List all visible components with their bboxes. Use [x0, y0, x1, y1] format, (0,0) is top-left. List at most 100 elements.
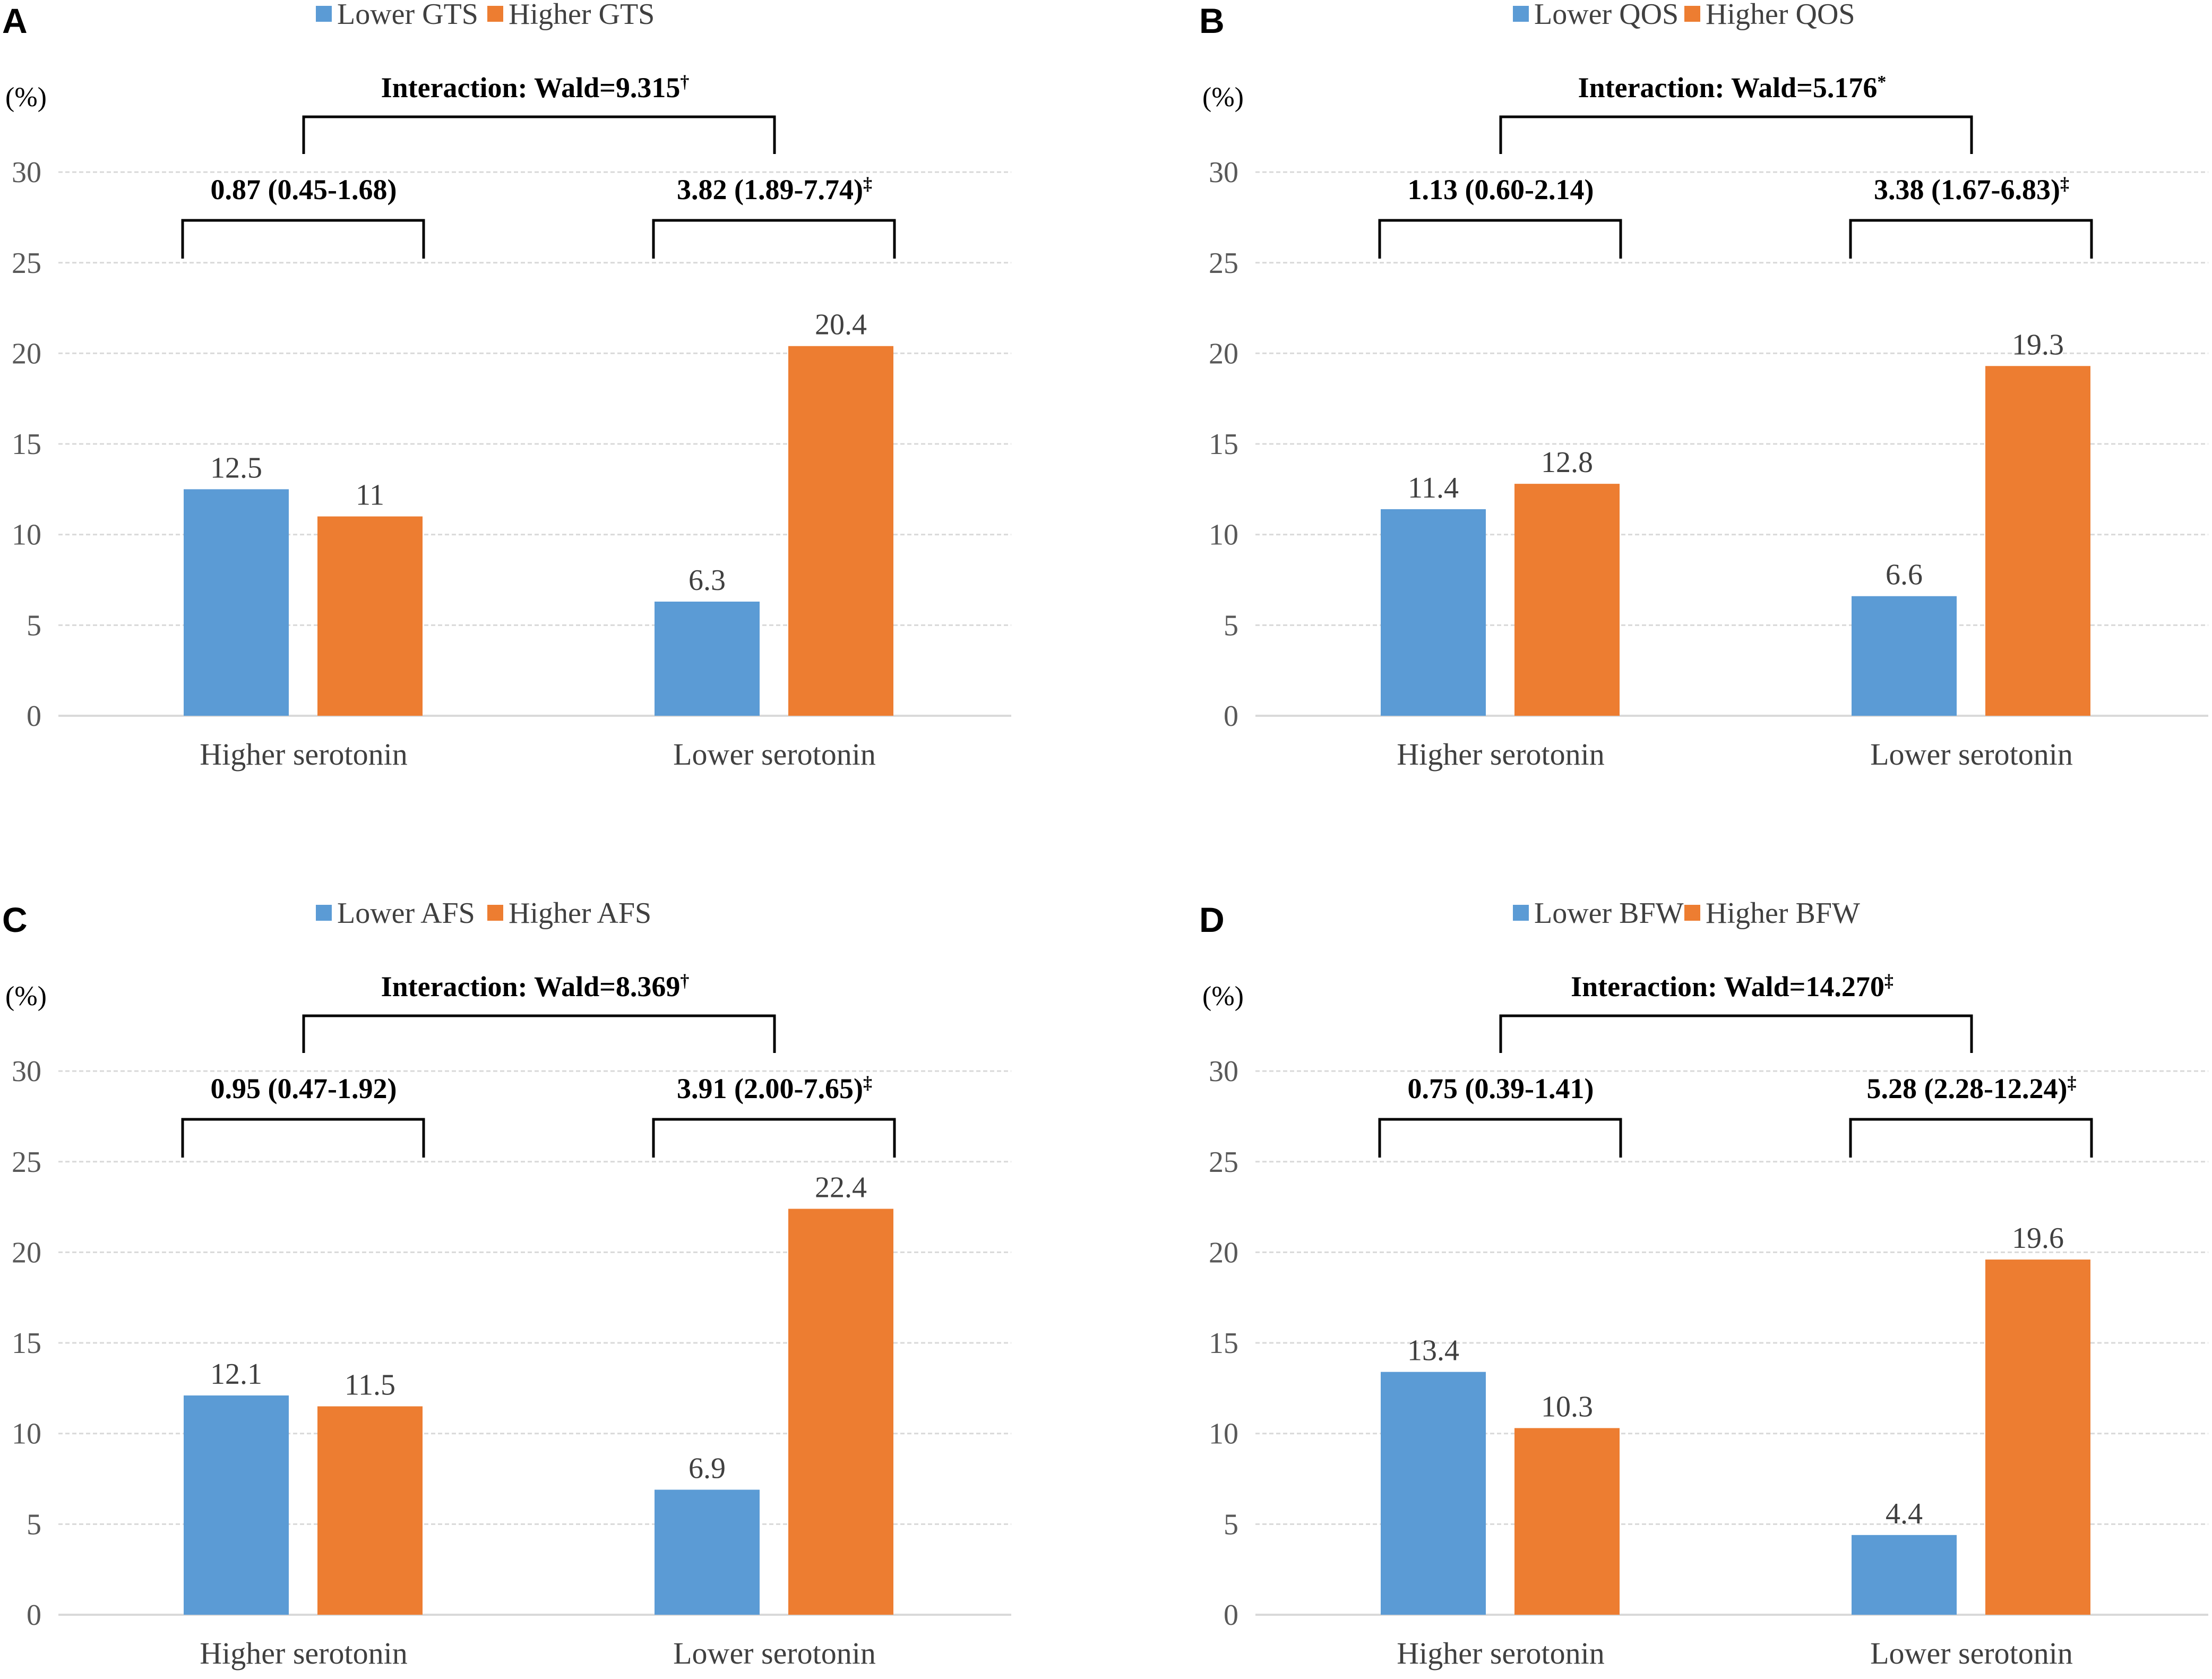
group-bracket [1378, 1118, 1622, 1158]
y-tick-label: 30 [1209, 156, 1238, 189]
bar-higher [788, 346, 893, 716]
y-axis-label: (%) [5, 981, 47, 1012]
bar-lower [1381, 509, 1486, 716]
data-label: 13.4 [1407, 1334, 1459, 1367]
y-tick-label: 30 [12, 156, 41, 189]
bar-higher [788, 1209, 893, 1615]
y-tick-label: 20 [12, 337, 41, 370]
legend-label-higher: Higher QOS [1706, 0, 1855, 31]
group-bracket [181, 219, 425, 259]
data-label: 6.3 [688, 564, 726, 597]
data-label: 6.9 [688, 1452, 726, 1485]
y-tick-label: 10 [12, 1418, 41, 1451]
y-axis-label: (%) [1202, 82, 1244, 113]
y-tick-label: 25 [12, 1146, 41, 1179]
interaction-bracket [302, 115, 776, 154]
y-tick-label: 20 [1209, 337, 1238, 370]
y-tick-label: 15 [1209, 1327, 1238, 1360]
y-tick-label: 15 [12, 428, 41, 461]
bar-lower [184, 1395, 289, 1615]
panel-letter: B [1199, 1, 1225, 40]
y-tick-label: 0 [27, 700, 41, 733]
bar-higher [317, 516, 423, 716]
data-label: 20.4 [815, 309, 867, 341]
x-tick-label: Lower serotonin [673, 1636, 876, 1671]
y-tick-label: 20 [1209, 1236, 1238, 1269]
data-label: 11.5 [345, 1369, 395, 1402]
bar-higher [1514, 1428, 1620, 1615]
odds-ratio-label: 0.87 (0.45-1.68) [211, 174, 397, 205]
group-bracket [181, 1118, 425, 1158]
y-tick-label: 0 [1224, 1599, 1238, 1632]
data-label: 12.5 [210, 451, 262, 484]
interaction-label: Interaction: Wald=8.369† [381, 971, 690, 1003]
odds-ratio-label: 5.28 (2.28-12.24)‡ [1867, 1073, 2077, 1104]
legend-label-higher: Higher AFS [509, 897, 651, 930]
legend-label-higher: Higher GTS [509, 0, 655, 31]
x-tick-label: Higher serotonin [1397, 737, 1604, 772]
y-tick-label: 15 [12, 1327, 41, 1360]
legend-label-lower: Lower GTS [337, 0, 478, 31]
bar-lower [184, 489, 289, 716]
bar-lower [1852, 1535, 1957, 1615]
legend-label-lower: Lower BFW [1534, 897, 1684, 930]
legend-label-higher: Higher BFW [1706, 897, 1860, 930]
data-label: 10.3 [1541, 1390, 1593, 1423]
group-bracket [652, 219, 896, 259]
bar-higher [1985, 366, 2090, 716]
bar-lower [1381, 1372, 1486, 1615]
data-label: 11 [356, 479, 384, 512]
odds-ratio-label: 3.82 (1.89-7.74)‡ [677, 174, 872, 205]
panel-letter: C [2, 900, 28, 939]
panel-a: A 0 5 10 15 20 25 30 (%) Lower GTS Higher GTS Inter… [2, 0, 1011, 772]
data-label: 12.1 [210, 1358, 262, 1391]
legend-swatch-higher [487, 905, 503, 921]
x-tick-label: Lower serotonin [1870, 1636, 2073, 1671]
y-tick-label: 25 [12, 247, 41, 280]
data-label: 4.4 [1886, 1497, 1923, 1530]
interaction-label: Interaction: Wald=9.315† [381, 72, 690, 104]
y-tick-label: 25 [1209, 1146, 1238, 1179]
data-label: 12.8 [1541, 446, 1593, 479]
legend-label-lower: Lower AFS [337, 897, 475, 930]
interaction-bracket [1499, 115, 1973, 154]
y-tick-label: 5 [27, 1508, 41, 1541]
legend-label-lower: Lower QOS [1534, 0, 1679, 31]
bar-higher [317, 1406, 423, 1615]
bar-higher [1985, 1260, 2090, 1615]
panel-b: B 0 5 10 15 20 25 30 (%) Lower QOS Higher QOS Inter… [1199, 0, 2208, 772]
y-tick-label: 0 [1224, 700, 1238, 733]
legend-swatch-lower [1513, 6, 1529, 22]
y-tick-label: 5 [1224, 1508, 1238, 1541]
interaction-bracket [1499, 1014, 1973, 1053]
panel-c: C 0 5 10 15 20 25 30 (%) Lower AFS Higher AFS Inter… [2, 897, 1011, 1671]
y-tick-label: 30 [1209, 1055, 1238, 1088]
y-tick-label: 20 [12, 1236, 41, 1269]
legend-swatch-higher [1684, 6, 1700, 22]
group-bracket [1849, 219, 2093, 259]
y-axis-label: (%) [1202, 981, 1244, 1012]
odds-ratio-label: 0.75 (0.39-1.41) [1408, 1073, 1594, 1104]
bar-lower [1852, 596, 1957, 716]
bar-lower [655, 601, 760, 716]
y-tick-label: 30 [12, 1055, 41, 1088]
data-label: 6.6 [1886, 559, 1923, 592]
panel-d: D 0 5 10 15 20 25 30 (%) Lower BFW Higher BFW Inter… [1199, 897, 2208, 1671]
legend-swatch-lower [316, 905, 332, 921]
legend-swatch-higher [1684, 905, 1700, 921]
x-tick-label: Higher serotonin [200, 737, 407, 772]
panel-letter: D [1199, 900, 1225, 939]
y-tick-label: 10 [1209, 1418, 1238, 1451]
interaction-label: Interaction: Wald=5.176* [1578, 72, 1887, 104]
legend-swatch-lower [1513, 905, 1529, 921]
panel-letter: A [2, 1, 28, 40]
data-label: 19.6 [2012, 1222, 2064, 1255]
interaction-bracket [302, 1014, 776, 1053]
legend-swatch-lower [316, 6, 332, 22]
bar-lower [655, 1489, 760, 1615]
bar-higher [1514, 484, 1620, 716]
x-tick-label: Lower serotonin [1870, 737, 2073, 772]
data-label: 19.3 [2012, 328, 2064, 361]
